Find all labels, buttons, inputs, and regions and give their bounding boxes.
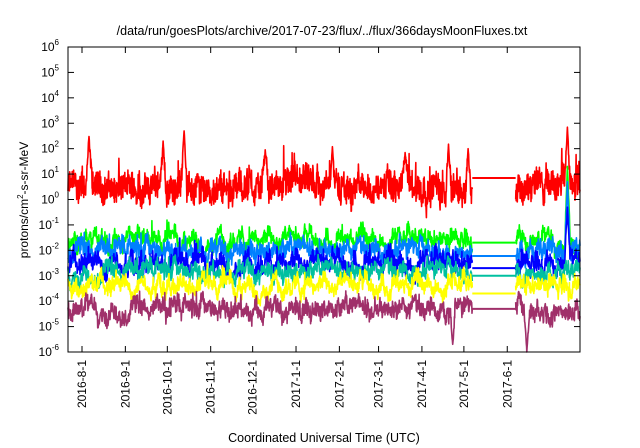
series-line <box>67 165 581 261</box>
y-axis-label: protons/cm2-s-sr-MeV <box>16 142 31 258</box>
y-tick-label: 103 <box>41 114 59 130</box>
x-tick-label: 2017-1-1 <box>289 360 303 408</box>
y-tick-label: 10-2 <box>39 241 60 257</box>
series-line <box>67 253 581 292</box>
y-axis-label-suffix: -s-sr-MeV <box>17 142 31 195</box>
x-tick-label: 2016-8-1 <box>75 360 89 408</box>
x-tick-label: 2017-3-1 <box>372 360 386 408</box>
x-tick-label: 2017-2-1 <box>332 360 346 408</box>
x-axis-label: Coordinated Universal Time (UTC) <box>228 431 420 445</box>
x-axis: 2016-8-1 2016-9-1 2016-10-1 2016-11-1 2016-1… <box>75 47 514 415</box>
y-tick-label: 100 <box>41 191 59 207</box>
y-tick-label: 10-6 <box>39 343 60 359</box>
y-axis-label-prefix: protons/cm <box>17 199 31 258</box>
y-axis-label-sup: 2 <box>16 194 25 199</box>
y-axis: 10-6 10-5 10-4 10-3 10-2 10-1 100 101 102 103 104 1… <box>39 38 580 359</box>
y-tick-label: 105 <box>41 63 59 79</box>
series-line <box>67 262 581 307</box>
y-tick-label: 10-3 <box>39 267 60 283</box>
y-tick-label: 101 <box>41 165 59 181</box>
plot-series-group <box>67 126 581 353</box>
y-tick-label: 10-4 <box>39 292 60 308</box>
series-line <box>67 206 581 285</box>
x-tick-label: 2016-10-1 <box>160 360 174 415</box>
x-tick-label: 2017-5-1 <box>457 360 471 408</box>
y-tick-label: 10-5 <box>39 318 60 334</box>
chart-title: /data/run/goesPlots/archive/2017-07-23/f… <box>117 24 528 38</box>
y-tick-label: 10-1 <box>39 216 60 232</box>
x-tick-label: 2016-12-1 <box>246 360 260 415</box>
series-line <box>67 290 581 353</box>
y-tick-label: 106 <box>41 38 59 54</box>
y-tick-label: 102 <box>41 140 59 156</box>
y-tick-label: 104 <box>41 89 59 105</box>
x-tick-label: 2016-11-1 <box>204 360 218 414</box>
series-line <box>67 126 581 219</box>
x-tick-label: 2017-4-1 <box>415 360 429 408</box>
x-tick-label: 2016-9-1 <box>118 360 132 408</box>
x-tick-label: 2017-6-1 <box>500 360 514 408</box>
